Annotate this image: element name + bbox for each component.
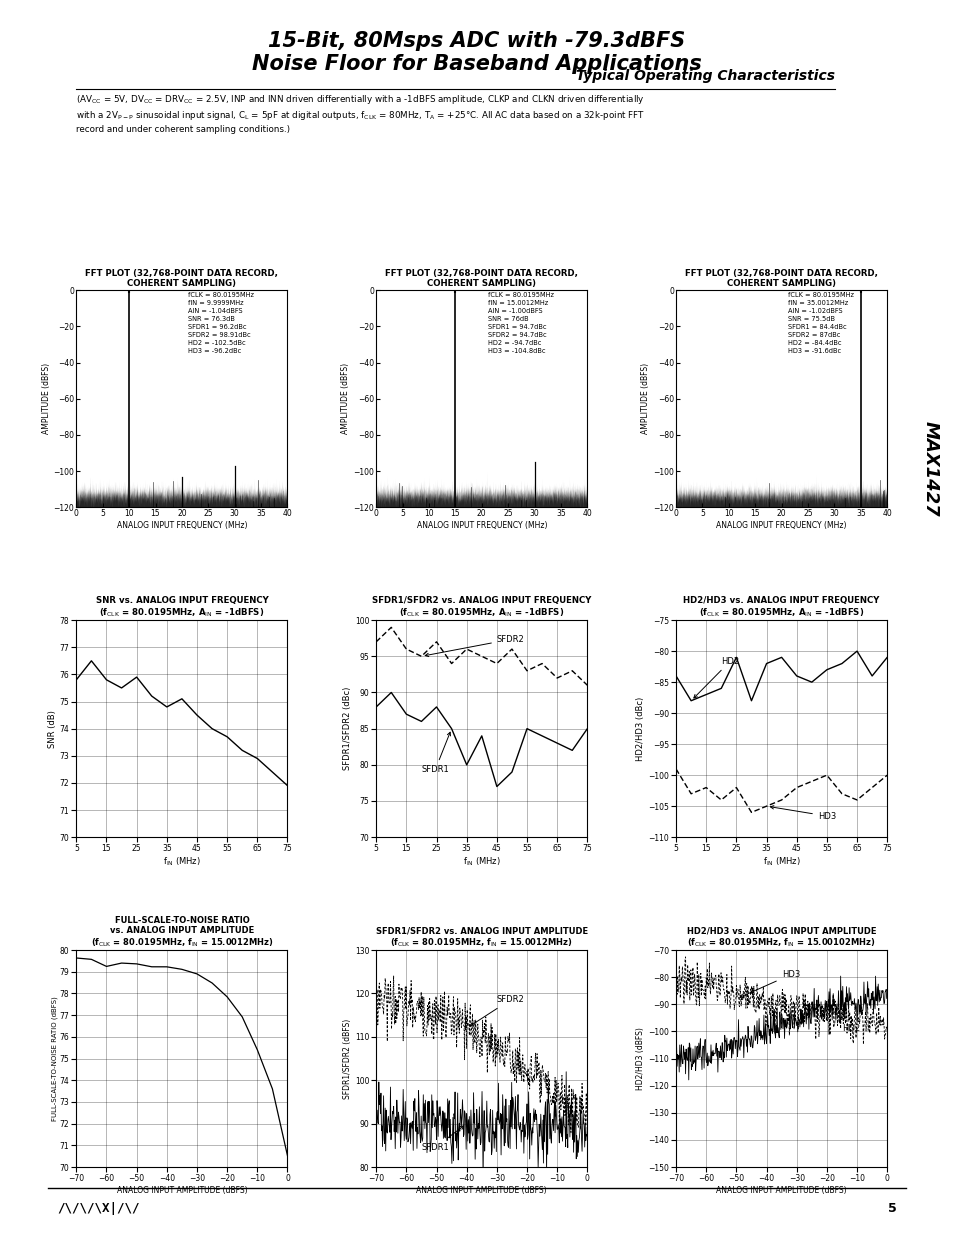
SFDR2 [385,620,396,635]
Text: SFDR1: SFDR1 [421,732,450,774]
Text: SFDR1: SFDR1 [421,1126,463,1152]
SFDR2 [581,678,593,693]
Text: HD3: HD3 [740,971,799,998]
X-axis label: ANALOG INPUT AMPLITUDE (dBFS): ANALOG INPUT AMPLITUDE (dBFS) [716,1186,846,1194]
Text: 5: 5 [887,1202,896,1215]
X-axis label: ANALOG INPUT AMPLITUDE (dBFS): ANALOG INPUT AMPLITUDE (dBFS) [416,1186,546,1194]
SFDR2 [491,656,502,671]
X-axis label: ANALOG INPUT FREQUENCY (MHz): ANALOG INPUT FREQUENCY (MHz) [416,521,546,530]
SFDR1 [400,706,412,721]
SFDR2 [416,648,427,663]
Title: FFT PLOT (32,768-POINT DATA RECORD,
COHERENT SAMPLING): FFT PLOT (32,768-POINT DATA RECORD, COHE… [684,269,877,288]
Text: (AV$_\mathrm{CC}$ = 5V, DV$_\mathrm{CC}$ = DRV$_\mathrm{CC}$ = 2.5V, INP and INN: (AV$_\mathrm{CC}$ = 5V, DV$_\mathrm{CC}$… [76,93,645,135]
SFDR1 [506,764,517,779]
SFDR1 [385,685,396,700]
SFDR1 [476,729,487,743]
SFDR2 [460,642,472,657]
Text: /\/\/\X|/\/: /\/\/\X|/\/ [57,1202,139,1215]
Line: SFDR2: SFDR2 [375,627,587,685]
X-axis label: f$_\mathrm{IN}$ (MHz): f$_\mathrm{IN}$ (MHz) [163,856,200,868]
SFDR1 [370,699,381,714]
Y-axis label: AMPLITUDE (dBFS): AMPLITUDE (dBFS) [42,363,51,435]
SFDR2 [370,635,381,650]
Title: HD2/HD3 vs. ANALOG INPUT AMPLITUDE
(f$_\mathrm{CLK}$ = 80.0195MHz, f$_\mathrm{IN: HD2/HD3 vs. ANALOG INPUT AMPLITUDE (f$_\… [686,926,876,950]
SFDR1 [536,729,547,743]
Y-axis label: HD2/HD3 (dBFS): HD2/HD3 (dBFS) [636,1028,645,1091]
X-axis label: f$_\mathrm{IN}$ (MHz): f$_\mathrm{IN}$ (MHz) [762,856,800,868]
Text: HD2: HD2 [693,657,739,698]
X-axis label: ANALOG INPUT FREQUENCY (MHz): ANALOG INPUT FREQUENCY (MHz) [716,521,846,530]
Title: HD2/HD3 vs. ANALOG INPUT FREQUENCY
(f$_\mathrm{CLK}$ = 80.0195MHz, A$_\mathrm{IN: HD2/HD3 vs. ANALOG INPUT FREQUENCY (f$_\… [682,597,879,620]
X-axis label: ANALOG INPUT AMPLITUDE (dBFS): ANALOG INPUT AMPLITUDE (dBFS) [116,1186,247,1194]
SFDR1 [445,721,456,736]
Text: 15-Bit, 80Msps ADC with -79.3dBFS: 15-Bit, 80Msps ADC with -79.3dBFS [268,31,685,51]
X-axis label: ANALOG INPUT FREQUENCY (MHz): ANALOG INPUT FREQUENCY (MHz) [116,521,247,530]
Title: SFDR1/SFDR2 vs. ANALOG INPUT FREQUENCY
(f$_\mathrm{CLK}$ = 80.0195MHz, A$_\mathr: SFDR1/SFDR2 vs. ANALOG INPUT FREQUENCY (… [372,597,591,620]
Text: Typical Operating Characteristics: Typical Operating Characteristics [576,69,834,83]
SFDR2 [566,663,578,678]
SFDR1 [581,721,593,736]
Y-axis label: AMPLITUDE (dBFS): AMPLITUDE (dBFS) [640,363,650,435]
Y-axis label: SFDR1/SFDR2 (dBFS): SFDR1/SFDR2 (dBFS) [342,1019,352,1099]
SFDR1 [416,714,427,729]
Text: HD2: HD2 [829,1007,860,1034]
Title: SFDR1/SFDR2 vs. ANALOG INPUT AMPLITUDE
(f$_\mathrm{CLK}$ = 80.0195MHz, f$_\mathr: SFDR1/SFDR2 vs. ANALOG INPUT AMPLITUDE (… [375,926,587,950]
SFDR2 [476,648,487,663]
SFDR1 [520,721,532,736]
Title: FFT PLOT (32,768-POINT DATA RECORD,
COHERENT SAMPLING): FFT PLOT (32,768-POINT DATA RECORD, COHE… [385,269,578,288]
SFDR1 [566,743,578,758]
Text: HD3: HD3 [770,805,835,820]
Text: SFDR2: SFDR2 [470,995,524,1026]
Title: FULL-SCALE-TO-NOISE RATIO
vs. ANALOG INPUT AMPLITUDE
(f$_\mathrm{CLK}$ = 80.0195: FULL-SCALE-TO-NOISE RATIO vs. ANALOG INP… [91,915,273,950]
Text: MAX1427: MAX1427 [921,421,938,517]
Text: fCLK = 80.0195MHz
fIN = 15.0012MHz
AIN = -1.00dBFS
SNR = 76dB
SFDR1 = 94.7dBc
SF: fCLK = 80.0195MHz fIN = 15.0012MHz AIN =… [488,293,554,354]
SFDR1 [491,779,502,794]
Y-axis label: SNR (dB): SNR (dB) [48,710,57,747]
SFDR2 [506,642,517,657]
SFDR2 [551,671,562,685]
Text: fCLK = 80.0195MHz
fIN = 35.0012MHz
AIN = -1.02dBFS
SNR = 75.5dB
SFDR1 = 84.4dBc
: fCLK = 80.0195MHz fIN = 35.0012MHz AIN =… [787,293,853,354]
Y-axis label: HD2/HD3 (dBc): HD2/HD3 (dBc) [636,697,645,761]
SFDR1 [551,736,562,751]
SFDR2 [520,663,532,678]
Line: SFDR1: SFDR1 [375,693,587,787]
SFDR2 [445,656,456,671]
SFDR1 [431,699,442,714]
SFDR1 [460,757,472,772]
Title: FFT PLOT (32,768-POINT DATA RECORD,
COHERENT SAMPLING): FFT PLOT (32,768-POINT DATA RECORD, COHE… [86,269,278,288]
Text: SFDR2: SFDR2 [425,635,524,657]
SFDR2 [400,642,412,657]
SFDR2 [431,635,442,650]
X-axis label: f$_\mathrm{IN}$ (MHz): f$_\mathrm{IN}$ (MHz) [462,856,500,868]
Title: SNR vs. ANALOG INPUT FREQUENCY
(f$_\mathrm{CLK}$ = 80.0195MHz, A$_\mathrm{IN}$ =: SNR vs. ANALOG INPUT FREQUENCY (f$_\math… [95,597,268,620]
Text: Noise Floor for Baseband Applications: Noise Floor for Baseband Applications [252,54,701,74]
Text: fCLK = 80.0195MHz
fIN = 9.9999MHz
AIN = -1.04dBFS
SNR = 76.3dB
SFDR1 = 96.2dBc
S: fCLK = 80.0195MHz fIN = 9.9999MHz AIN = … [188,293,254,354]
Y-axis label: AMPLITUDE (dBFS): AMPLITUDE (dBFS) [341,363,350,435]
Y-axis label: FULL-SCALE-TO-NOISE RATIO (dBFS): FULL-SCALE-TO-NOISE RATIO (dBFS) [51,997,58,1121]
SFDR2 [536,656,547,671]
Y-axis label: SFDR1/SFDR2 (dBc): SFDR1/SFDR2 (dBc) [342,687,352,771]
